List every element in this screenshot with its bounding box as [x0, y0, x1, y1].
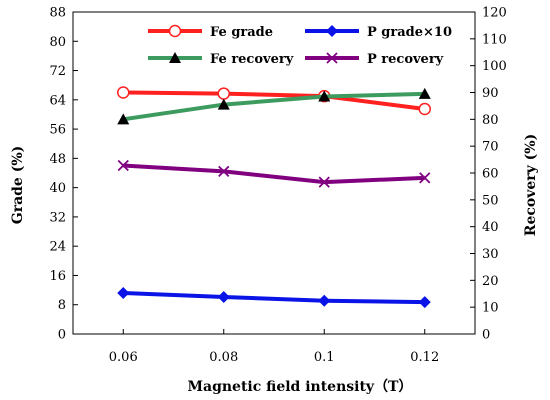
right-tick-label: 50 — [482, 193, 499, 208]
right-tick-label: 120 — [482, 6, 507, 21]
series-p-grade-10 — [117, 287, 431, 309]
series-line — [123, 291, 425, 305]
right-tick-label: 20 — [482, 274, 499, 289]
circle-marker — [418, 102, 431, 116]
circle-marker — [117, 86, 130, 99]
triangle-marker — [117, 113, 130, 125]
left-tick-label: 56 — [49, 123, 66, 138]
triangle-marker — [217, 98, 230, 110]
x-tick-label: 0.06 — [109, 350, 138, 365]
left-tick-label: 0 — [58, 328, 66, 343]
legend-item: Fe grade — [148, 24, 273, 40]
x-marker — [326, 52, 338, 64]
series-line — [122, 91, 425, 122]
diamond-marker — [418, 296, 431, 309]
series-layer — [117, 86, 431, 309]
series-line — [123, 90, 426, 111]
right-tick-label: 100 — [482, 59, 507, 74]
x-marker — [318, 176, 330, 188]
x-marker — [117, 159, 129, 172]
right-tick-label: 90 — [482, 86, 499, 101]
series-line — [123, 163, 425, 185]
left-tick-label: 80 — [49, 35, 66, 50]
diamond-marker — [318, 294, 331, 307]
legend-label: P grade×10 — [367, 25, 452, 40]
right-tick-label: 110 — [482, 32, 507, 47]
legend-item: P grade×10 — [305, 25, 452, 40]
right-axis-title: Recovery (%) — [523, 134, 539, 236]
legend-label: P recovery — [367, 52, 444, 67]
left-tick-label: 8 — [58, 298, 66, 313]
right-tick-label: 40 — [482, 220, 499, 235]
left-tick-label: 24 — [49, 240, 66, 255]
x-marker — [419, 172, 431, 184]
circle-marker — [168, 24, 182, 38]
right-tick-label: 30 — [482, 247, 499, 262]
right-tick-label: 60 — [482, 167, 499, 182]
x-marker — [218, 165, 230, 178]
left-tick-label: 72 — [49, 64, 66, 79]
series-fe-grade — [117, 86, 431, 116]
legend-item: Fe recovery — [148, 52, 294, 67]
right-tick-label: 10 — [482, 301, 499, 316]
x-axis-title: Magnetic field intensity（T） — [188, 379, 413, 395]
circle-marker — [217, 87, 230, 100]
legend: Fe grade P grade×10 Fe recovery P recovery — [148, 24, 452, 67]
legend-item: P recovery — [305, 52, 444, 67]
right-axis-ticks: 0 10 20 30 40 50 60 70 80 90 100 110 120 — [470, 6, 507, 343]
left-tick-label: 32 — [49, 210, 66, 225]
left-tick-label: 16 — [49, 269, 66, 284]
legend-label: Fe grade — [210, 25, 273, 40]
right-tick-label: 0 — [482, 328, 490, 343]
legend-label: Fe recovery — [210, 52, 294, 67]
triangle-marker — [318, 90, 331, 102]
series-p-recovery — [117, 159, 431, 188]
x-axis-ticks: 0.06 0.08 0.1 0.12 — [109, 329, 439, 365]
diamond-marker — [117, 287, 130, 300]
x-tick-label: 0.08 — [209, 350, 238, 365]
x-tick-label: 0.1 — [314, 350, 335, 365]
left-tick-label: 48 — [49, 152, 66, 167]
left-axis-title: Grade (%) — [10, 146, 26, 225]
left-axis-ticks: 0 8 16 24 32 40 48 56 64 72 80 88 — [49, 6, 78, 343]
left-tick-label: 40 — [49, 181, 66, 196]
left-tick-label: 64 — [49, 93, 66, 108]
diamond-marker — [217, 291, 230, 304]
diamond-marker — [326, 25, 338, 37]
series-fe-recovery — [117, 87, 431, 125]
left-tick-label: 88 — [49, 6, 66, 21]
right-tick-label: 70 — [482, 140, 499, 155]
right-tick-label: 80 — [482, 113, 499, 128]
triangle-marker — [169, 52, 181, 63]
triangle-marker — [418, 87, 431, 99]
x-tick-label: 0.12 — [410, 350, 439, 365]
